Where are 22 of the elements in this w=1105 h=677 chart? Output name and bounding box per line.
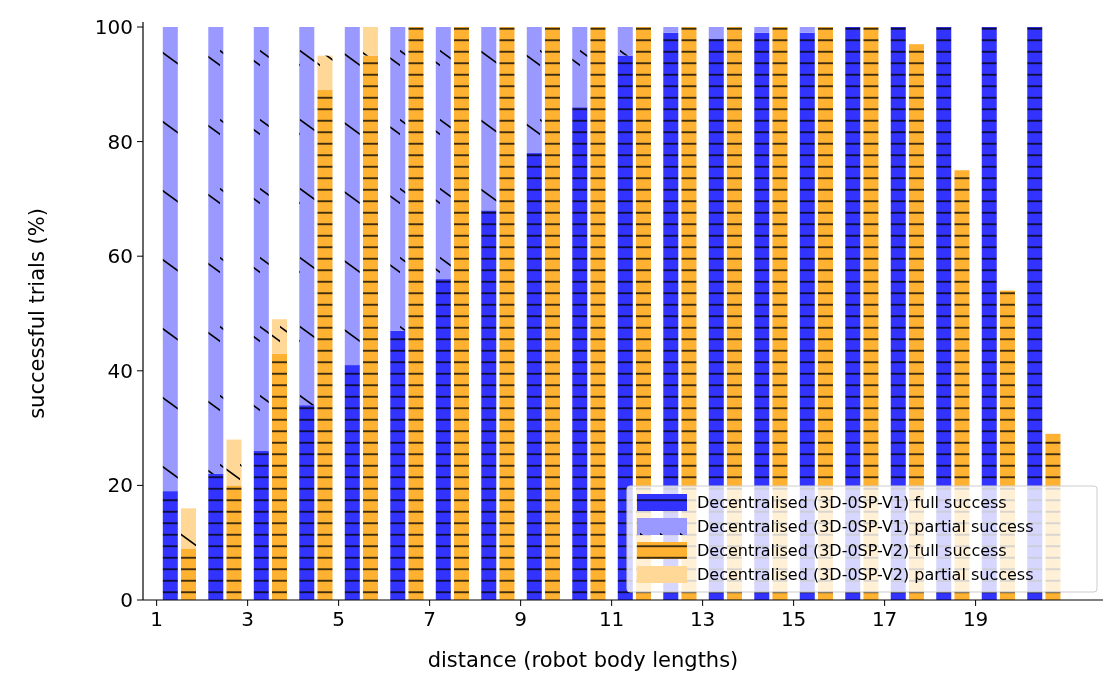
y-tick-label: 100 xyxy=(94,15,133,39)
y-tick-label: 0 xyxy=(120,588,133,612)
x-tick-label: 13 xyxy=(689,607,716,631)
x-tick-label: 11 xyxy=(598,607,625,631)
legend-label: Decentralised (3D-0SP-V1) full success xyxy=(697,493,1007,512)
x-tick-label: 9 xyxy=(514,607,527,631)
x-tick-label: 19 xyxy=(962,607,989,631)
legend-label: Decentralised (3D-0SP-V1) partial success xyxy=(697,517,1034,536)
x-tick-label: 1 xyxy=(150,607,164,631)
x-tick-label: 17 xyxy=(871,607,898,631)
legend-label: Decentralised (3D-0SP-V2) full success xyxy=(697,541,1007,560)
x-tick-label: 5 xyxy=(332,607,346,631)
y-tick-label: 60 xyxy=(107,244,133,269)
y-tick-label: 40 xyxy=(107,358,133,383)
legend-label: Decentralised (3D-0SP-V2) partial success xyxy=(697,565,1034,584)
y-axis-title: successful trials (%) xyxy=(25,208,49,419)
x-tick-label: 7 xyxy=(423,607,436,631)
x-axis-title: distance (robot body lengths) xyxy=(427,648,739,672)
y-tick-label: 80 xyxy=(107,129,133,154)
y-tick-label: 20 xyxy=(107,473,133,498)
x-tick-label: 15 xyxy=(780,607,807,631)
x-tick-label: 3 xyxy=(241,607,255,631)
